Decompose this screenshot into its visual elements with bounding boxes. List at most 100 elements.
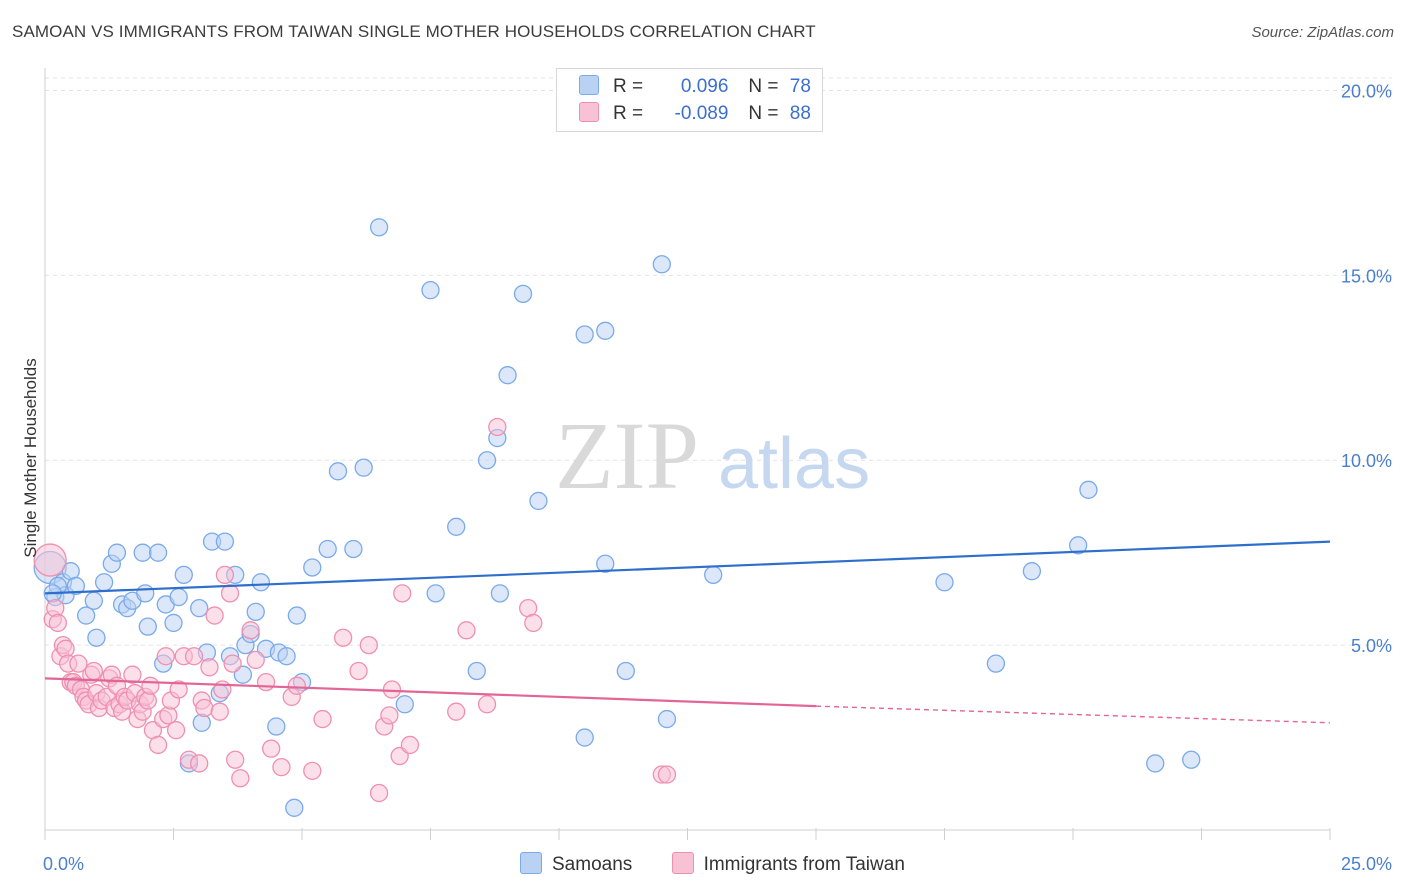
samoans-point — [136, 584, 155, 603]
taiwan-point — [488, 417, 507, 437]
x-tick-label-min: 0.0% — [43, 854, 84, 874]
samoans-point — [107, 543, 127, 562]
samoans-point — [596, 321, 615, 340]
taiwan-point — [524, 613, 543, 633]
samoans-point — [251, 573, 271, 592]
taiwan-point — [246, 650, 265, 670]
tick-labels: 5.0% 10.0% 15.0% 20.0% 0.0% 25.0% — [43, 81, 1392, 874]
legend-item-samoans[interactable]: Samoans — [520, 852, 632, 876]
samoans-point — [704, 565, 723, 585]
taiwan-point — [156, 647, 175, 666]
y-tick-label: 20.0% — [1341, 81, 1392, 101]
samoans-point — [174, 565, 193, 585]
samoans-point — [133, 543, 152, 562]
y-axis-label: Single Mother Households — [21, 358, 40, 557]
samoans-point — [1182, 750, 1201, 769]
samoans-point — [285, 798, 304, 817]
taiwan-point — [84, 661, 103, 681]
taiwan-point — [46, 598, 65, 618]
samoans-point — [277, 647, 296, 666]
taiwan-point — [477, 695, 497, 714]
taiwan-point — [48, 613, 67, 633]
taiwan-point — [272, 757, 291, 777]
axes — [44, 68, 1331, 840]
taiwan-point — [184, 647, 204, 666]
samoans-point — [215, 532, 235, 551]
taiwan-point — [657, 765, 677, 784]
trend-lines — [44, 540, 1331, 724]
chart-title: SAMOAN VS IMMIGRANTS FROM TAIWAN SINGLE … — [12, 22, 816, 41]
legend-row-taiwan: R = -0.089 N = 88 — [579, 102, 811, 126]
taiwan-point — [256, 672, 276, 692]
watermark-atlas: atlas — [718, 424, 870, 504]
taiwan-point — [190, 754, 209, 773]
legend-label-samoans: Samoans — [552, 854, 633, 875]
watermark-zip: ZIP — [555, 402, 699, 509]
taiwan-point — [400, 735, 420, 755]
samoans-point — [616, 661, 635, 681]
samoans-point — [657, 709, 677, 729]
samoans-point — [138, 617, 157, 636]
n-value-taiwan: 88 — [789, 103, 811, 124]
samoans-point — [986, 654, 1006, 673]
taiwan-point — [333, 628, 353, 647]
data-points — [33, 218, 1201, 817]
taiwan-point — [205, 606, 224, 625]
taiwan-point — [195, 698, 214, 718]
taiwan-swatch — [579, 102, 599, 122]
samoans-point — [477, 451, 497, 470]
samoans-point — [467, 661, 486, 681]
taiwan-point — [69, 654, 88, 673]
samoans-point — [596, 554, 615, 573]
samoans-point — [529, 491, 548, 511]
taiwan-point — [382, 680, 402, 699]
samoans-point — [421, 281, 440, 300]
series-taiwan — [33, 417, 677, 803]
taiwan-trend-line-extrapolated — [815, 705, 1331, 724]
samoans-point — [87, 628, 106, 647]
samoans-point — [148, 543, 168, 562]
samoans-point — [395, 695, 414, 714]
taiwan-point — [393, 584, 412, 603]
samoans-point — [267, 717, 286, 736]
samoans-point — [490, 584, 510, 603]
legend-row-samoans: R = 0.096 N = 78 — [579, 75, 811, 99]
taiwan-point — [369, 783, 389, 803]
samoans-trend-line — [44, 540, 1331, 595]
samoans-point — [513, 284, 533, 304]
taiwan-point — [349, 661, 368, 681]
samoans-point — [190, 598, 209, 618]
series-samoans — [33, 218, 1201, 817]
samoans-point — [575, 728, 594, 747]
taiwan-point — [359, 635, 378, 655]
source-label: Source: ZipAtlas.com — [1251, 24, 1394, 41]
taiwan-point — [138, 691, 157, 710]
samoans-point — [426, 584, 445, 603]
taiwan-point — [141, 676, 160, 695]
samoans-point — [498, 366, 517, 385]
watermark: ZIP atlas — [555, 402, 870, 509]
samoans-point — [575, 325, 594, 344]
r-value-samoans: 0.096 — [680, 76, 729, 97]
taiwan-trend-line — [44, 677, 817, 708]
taiwan-legend-swatch — [671, 852, 694, 874]
taiwan-point — [226, 750, 245, 769]
taiwan-point — [56, 639, 75, 658]
samoans-point — [328, 462, 348, 481]
taiwan-point — [148, 735, 168, 755]
samoans-point — [354, 458, 373, 477]
r-value-taiwan: -0.089 — [674, 103, 729, 124]
gridlines — [45, 77, 1392, 646]
taiwan-point — [262, 739, 281, 758]
taiwan-point — [231, 769, 250, 788]
taiwan-point — [287, 676, 307, 695]
taiwan-point — [380, 706, 399, 725]
samoans-point — [1068, 536, 1088, 555]
samoans-point — [287, 606, 307, 625]
legend-item-taiwan[interactable]: Immigrants from Taiwan — [671, 852, 905, 876]
taiwan-point — [220, 584, 240, 603]
samoans-point — [303, 558, 322, 577]
samoans-point — [246, 602, 265, 621]
n-value-samoans: 78 — [789, 76, 811, 97]
